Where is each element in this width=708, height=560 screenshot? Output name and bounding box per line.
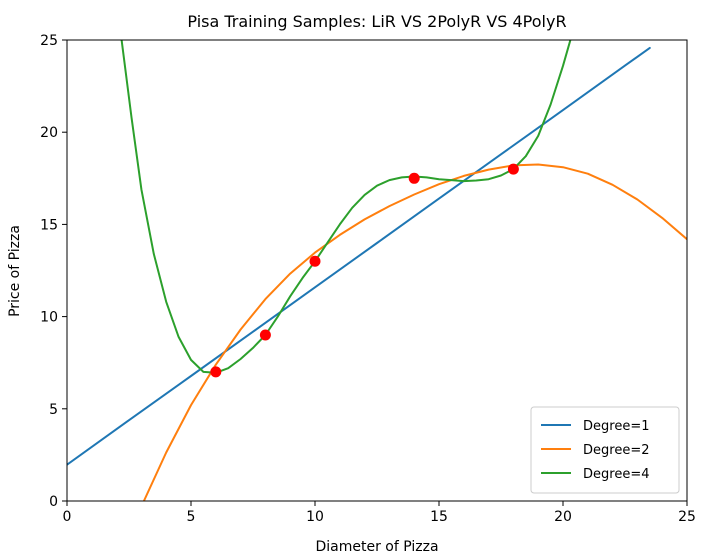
y-axis-title: Price of Pizza: [7, 225, 23, 317]
legend-label: Degree=2: [583, 443, 649, 458]
sample-point: [507, 163, 519, 175]
y-tick-label: 20: [40, 125, 58, 141]
sample-point: [309, 255, 321, 267]
series-line-degree-1: [67, 46, 651, 466]
x-tick-label: 5: [187, 509, 196, 525]
y-tick-label: 10: [40, 310, 58, 326]
legend: Degree=1 Degree=2 Degree=4: [530, 406, 680, 494]
sample-point: [210, 366, 222, 378]
y-tick-label: 5: [49, 402, 58, 418]
x-tick-label: 20: [554, 509, 572, 525]
legend-label: Degree=4: [583, 467, 649, 482]
plot-area-frame: [66, 39, 688, 502]
y-tick-label: 15: [40, 217, 58, 233]
x-axis-title: Diameter of Pizza: [315, 539, 438, 555]
x-tick-label: 25: [678, 509, 696, 525]
x-tick-label: 15: [430, 509, 448, 525]
series-line-degree-4: [120, 40, 572, 374]
y-tick-label: 0: [49, 494, 58, 510]
legend-label: Degree=1: [583, 419, 649, 434]
series-line-degree-2: [142, 163, 687, 501]
chart-title: Pisa Training Samples: LiR VS 2PolyR VS …: [187, 12, 566, 31]
x-tick-label: 0: [63, 509, 72, 525]
legend-box: [530, 406, 680, 494]
sample-point: [259, 329, 271, 341]
sample-point: [408, 172, 420, 184]
x-tick-label: 10: [306, 509, 324, 525]
y-tick-label: 25: [40, 33, 58, 49]
